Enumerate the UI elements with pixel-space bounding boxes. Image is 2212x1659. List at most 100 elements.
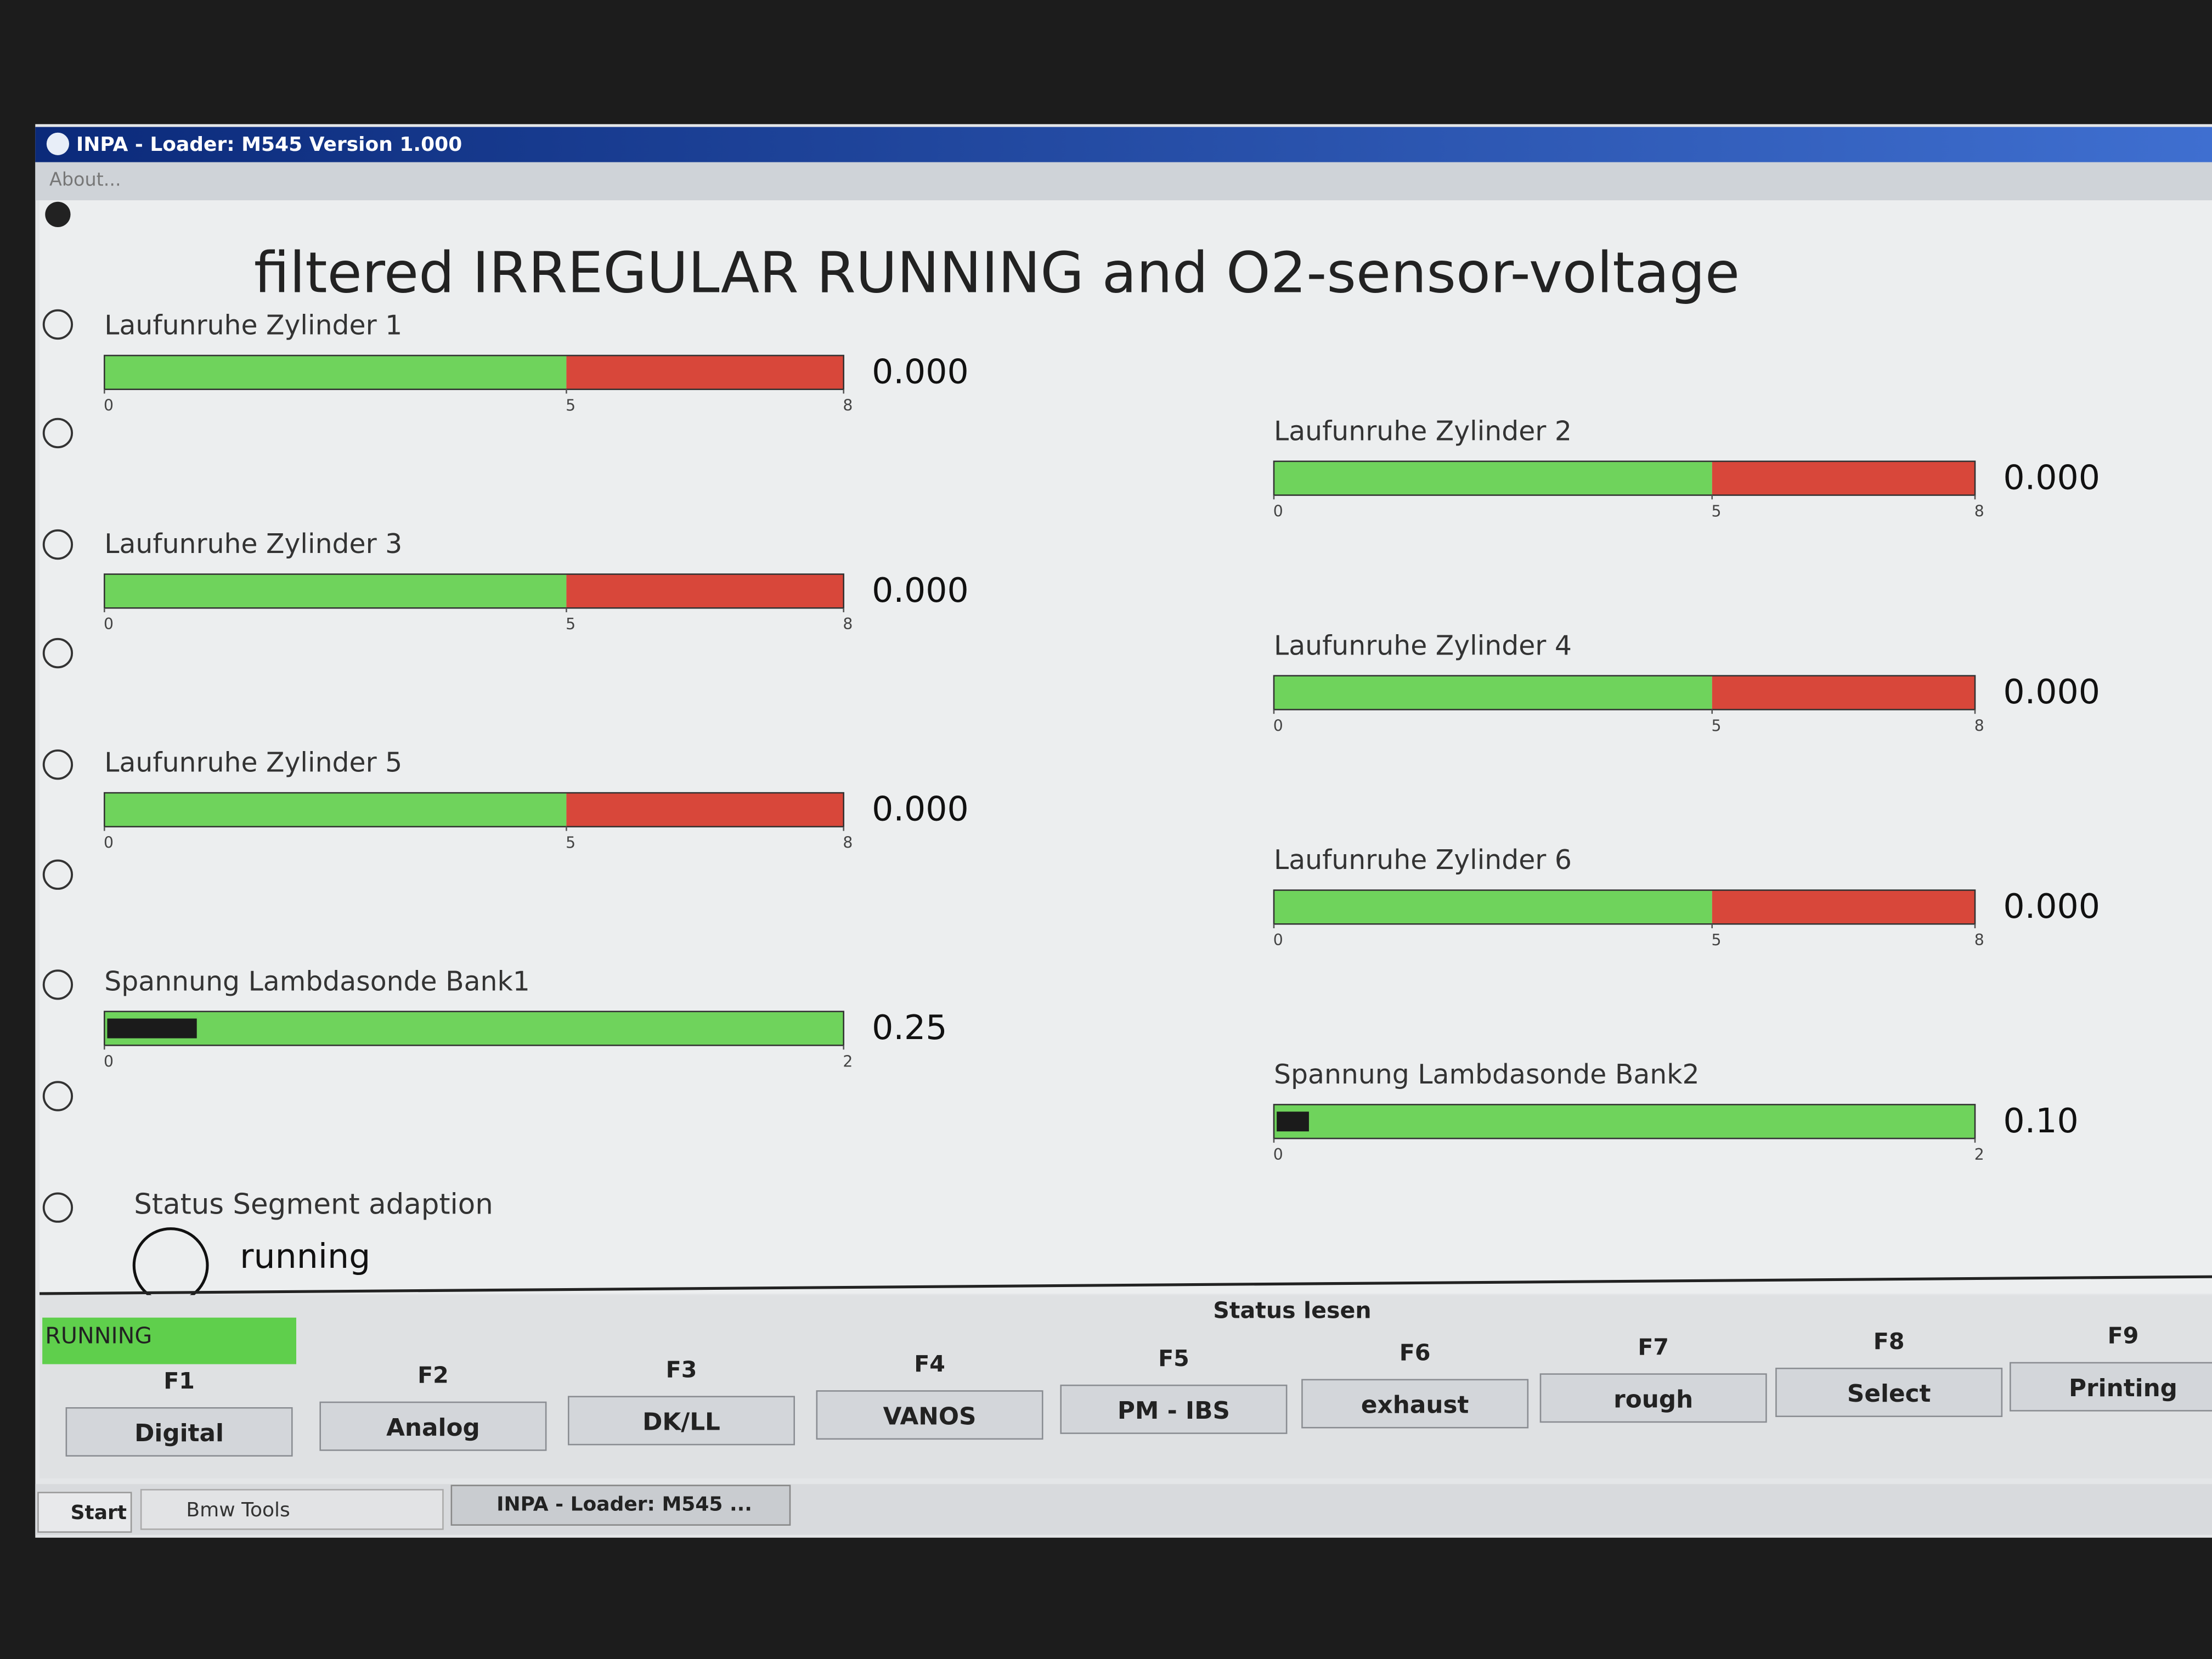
function-button-label: PM - IBS [1118,1397,1230,1425]
gauge-frame [104,792,845,828]
gauge-label: Laufunruhe Zylinder 4 [1274,630,1572,661]
separator [39,1275,2212,1295]
tick-label: 8 [1974,716,1984,735]
taskbar-label: INPA - Loader: M545 ... [496,1493,752,1516]
gauge-label: Spannung Lambdasonde Bank2 [1274,1059,1700,1090]
gauge-zone [1274,675,1712,710]
gauge-zone [1274,461,1712,495]
function-button[interactable] [65,1407,293,1457]
gauge-readout: 0.000 [2003,672,2100,712]
taskbar-item[interactable] [450,1485,791,1526]
gauge-label: Laufunruhe Zylinder 1 [104,310,402,341]
function-key: F6 [1400,1340,1431,1366]
app-icon [46,132,69,155]
function-button-label: Digital [134,1419,224,1447]
gauge-value [1277,1111,1309,1132]
gauge-zone [1712,461,1975,495]
menu-item[interactable]: About... [49,169,121,190]
function-button-label: DK/LL [642,1408,720,1436]
gauge-label: Laufunruhe Zylinder 2 [1274,415,1572,447]
taskbar-item[interactable] [140,1489,444,1530]
gauge-zone [1712,890,1975,924]
function-key: F8 [1874,1328,1905,1355]
function-key: F7 [1638,1334,1669,1360]
function-key: F5 [1158,1345,1189,1372]
gauge-zone [104,1011,844,1046]
function-key: F9 [2108,1323,2139,1349]
gauge-value [107,1018,197,1039]
status-label: Status Segment adaption [134,1188,493,1221]
tick-label: 8 [843,834,853,852]
tick-label: 8 [843,397,853,415]
tick-label: 5 [1711,931,1721,949]
gauge-zone [104,793,567,827]
gauge-frame [1273,675,1976,710]
function-button-label: VANOS [883,1402,977,1430]
function-key: F2 [417,1362,449,1389]
gauge-frame [1273,889,1976,925]
tick-label: 5 [1711,716,1721,735]
tick-label: 0 [104,397,114,415]
function-button[interactable] [1775,1368,2003,1417]
function-button-label: exhaust [1361,1391,1469,1419]
gauge-frame [1273,1104,1976,1139]
gauge-readout: 0.000 [2003,887,2100,926]
status-value: running [240,1237,370,1276]
gauge-frame [104,1011,845,1046]
tick-label: 0 [1273,502,1283,520]
state-box [42,1317,297,1364]
gauge-zone [104,574,567,608]
function-key: F4 [914,1351,945,1377]
gauge-readout: 0.10 [2003,1101,2078,1141]
tick-label: 8 [1974,931,1984,949]
tick-label: 0 [1273,1146,1283,1164]
start-label: Start [71,1502,127,1524]
gauge-readout: 0.000 [872,571,969,610]
function-button[interactable] [1060,1384,1288,1434]
gauge-zone [1712,675,1975,710]
gauge-readout: 0.000 [872,352,969,392]
start-button[interactable] [37,1492,132,1533]
tick-label: 5 [566,834,575,852]
tick-label: 0 [104,1052,114,1070]
state-text: RUNNING [45,1323,152,1349]
function-button[interactable] [568,1396,795,1446]
radio [45,201,71,227]
function-button-label: Analog [386,1414,480,1442]
function-button[interactable] [816,1390,1043,1440]
tick-label: 0 [104,834,114,852]
tick-label: 2 [843,1052,853,1070]
group-label: Status lesen [1213,1297,1371,1323]
function-button[interactable] [319,1401,547,1451]
tick-label: 2 [1974,1146,1984,1164]
gauge-frame [104,573,845,609]
tick-label: 5 [1711,502,1721,520]
gauge-label: Laufunruhe Zylinder 6 [1274,844,1572,876]
function-button[interactable] [1301,1379,1529,1429]
tick-label: 0 [104,615,114,633]
gauge-zone [104,356,567,390]
tick-label: 8 [843,615,853,633]
tick-label: 5 [566,397,575,415]
tick-label: 0 [1273,931,1283,949]
gauge-readout: 0.25 [872,1008,947,1047]
gauge-label: Spannung Lambdasonde Bank1 [104,966,530,997]
function-button[interactable] [2010,1362,2212,1412]
gauge-readout: 0.000 [872,789,969,829]
gauge-label: Laufunruhe Zylinder 5 [104,747,402,778]
menu-bar [35,162,2212,201]
function-button[interactable] [1539,1373,1767,1423]
gauge-frame [1273,460,1976,496]
gauge-frame [104,354,845,390]
window-title: INPA - Loader: M545 Version 1.000 [76,133,462,156]
tick-label: 0 [1273,716,1283,735]
taskbar-label: Bmw Tools [186,1499,290,1521]
heading: filtered IRREGULAR RUNNING and O2-sensor… [254,240,1740,306]
gauge-zone [1274,890,1712,924]
title-bar [35,127,2212,162]
gauge-readout: 0.000 [2003,458,2100,497]
gauge-label: Laufunruhe Zylinder 3 [104,528,402,560]
function-key: F3 [666,1356,697,1383]
